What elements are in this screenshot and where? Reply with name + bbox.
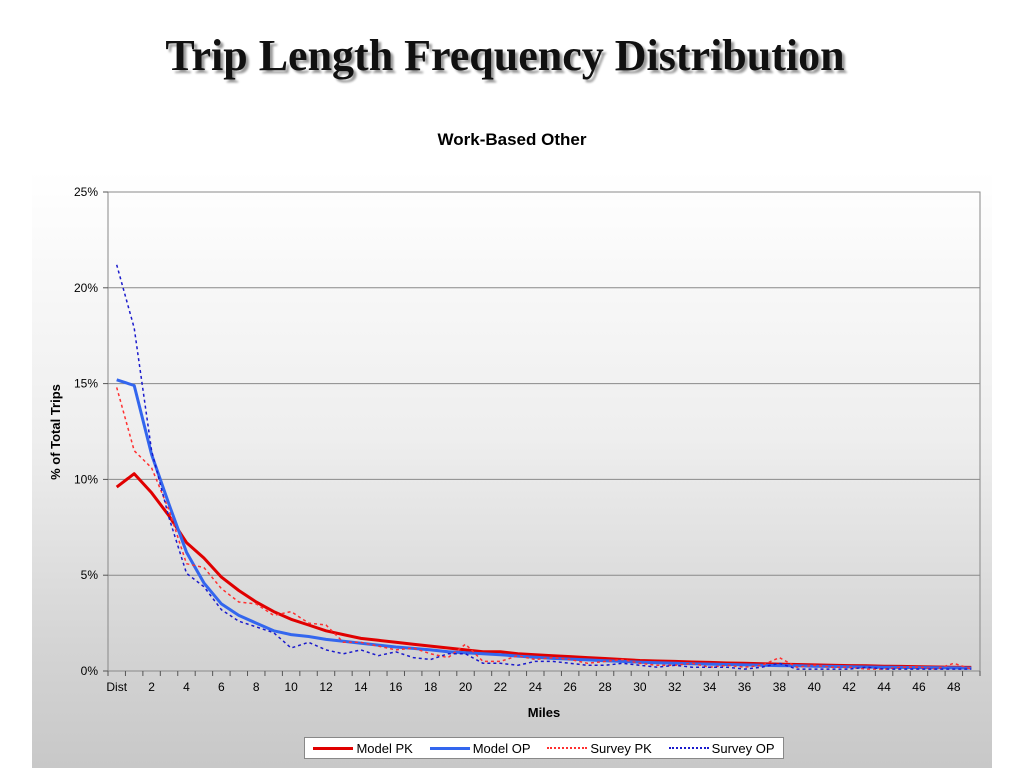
x-tick-label: 46 — [912, 680, 926, 694]
x-tick-label: 8 — [253, 680, 260, 694]
x-tick-label: 42 — [843, 680, 857, 694]
x-tick-label: 10 — [284, 680, 298, 694]
legend-swatch — [313, 746, 354, 750]
x-axis-title: Miles — [528, 705, 561, 720]
x-tick-label: 26 — [563, 680, 577, 694]
x-tick-label: 36 — [738, 680, 752, 694]
x-tick-label: 24 — [529, 680, 543, 694]
x-tick-label: 2 — [148, 680, 155, 694]
series-line-survey-op — [115, 264, 972, 670]
axes: 0%5%10%15%20%25%Dist 2 4 6 8 10 12 14 16 18 20 22 24… — [74, 185, 981, 694]
x-tick-label: 30 — [633, 680, 647, 694]
x-tick-label: 4 — [183, 680, 190, 694]
legend-item: Model PK — [313, 740, 413, 756]
series-line-model-op — [116, 378, 972, 670]
series-line-survey-pk — [115, 387, 972, 670]
x-tick-label: 38 — [773, 680, 787, 694]
legend-item: Survey PK — [547, 740, 652, 756]
y-tick-label: 25% — [74, 185, 98, 199]
slide-title: Trip Length Frequency Distribution — [165, 31, 845, 80]
x-tick-label: 28 — [598, 680, 612, 694]
x-tick-label: 40 — [808, 680, 822, 694]
x-tick-label: 48 — [947, 680, 961, 694]
legend-label: Model PK — [356, 740, 413, 756]
legend-item: Model OP — [429, 740, 531, 756]
chart-title: Work-Based Other — [437, 130, 587, 149]
x-tick-label: 12 — [319, 680, 333, 694]
x-tick-label: 6 — [218, 680, 225, 694]
plot-border — [107, 191, 981, 672]
x-tick-label: Dist — [106, 680, 127, 694]
legend-swatch — [547, 747, 588, 749]
legend-item: Survey OP — [668, 740, 775, 756]
y-tick-label: 15% — [74, 377, 98, 391]
x-tick-label: 14 — [354, 680, 368, 694]
x-tick-label: 20 — [459, 680, 473, 694]
x-tick-label: 34 — [703, 680, 717, 694]
legend-label: Model OP — [472, 740, 531, 756]
x-tick-label: 16 — [389, 680, 403, 694]
x-tick-label: 32 — [668, 680, 682, 694]
x-tick-label: 44 — [877, 680, 891, 694]
legend-label: Survey OP — [711, 740, 775, 756]
chart-legend: Model PK Model OP Survey PK Survey OP — [304, 737, 784, 759]
y-tick-label: 10% — [74, 472, 98, 486]
gridlines — [108, 191, 980, 576]
legend-swatch — [429, 746, 470, 750]
legend-swatch — [668, 747, 709, 749]
chart-area — [32, 170, 992, 768]
x-tick-label: 18 — [424, 680, 438, 694]
y-axis-title: % of Total Trips — [48, 384, 63, 480]
y-tick-label: 0% — [81, 664, 99, 678]
y-tick-label: 20% — [74, 281, 98, 295]
legend-label: Survey PK — [590, 740, 652, 756]
x-tick-label: 22 — [494, 680, 508, 694]
series-line-model-pk — [115, 472, 972, 669]
series-lines — [115, 264, 972, 670]
y-tick-label: 5% — [81, 568, 99, 582]
